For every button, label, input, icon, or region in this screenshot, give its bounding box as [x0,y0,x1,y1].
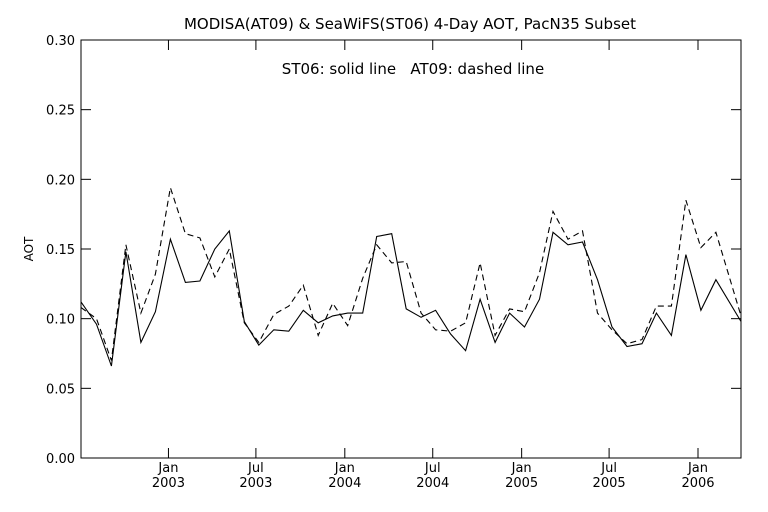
x-tick-year-label: 2005 [593,476,626,491]
series-line-st06 [80,229,742,367]
x-tick-year-label: 2004 [416,476,449,491]
y-tick-label: 0.25 [46,104,75,119]
x-tick-year-label: 2003 [152,476,185,491]
x-tick-month-label: Jan [511,461,532,476]
y-tick-label: 0.05 [46,382,75,397]
y-axis-label: AOT [22,236,36,261]
x-tick-year-label: 2004 [328,476,361,491]
series-line-at09 [80,187,742,361]
x-tick-year-label: 2006 [681,476,714,491]
x-tick-month-label: Jan [157,461,178,476]
line-style-annotation: ST06: solid line AT09: dashed line [282,60,544,78]
y-axis: 0.00 0.05 0.10 0.15 0.20 0.25 0.30 [46,34,741,467]
x-axis: Jan2003Jul2003Jan2004Jul2004Jan2005Jul20… [152,40,715,491]
x-tick-year-label: 2003 [239,476,272,491]
x-tick-month-label: Jul [600,461,617,476]
x-tick-month-label: Jul [424,461,441,476]
y-tick-label: 0.00 [46,452,75,467]
y-tick-label: 0.15 [46,243,75,258]
series-layer [80,187,742,367]
x-tick-month-label: Jan [334,461,355,476]
x-tick-month-label: Jul [247,461,264,476]
y-tick-label: 0.30 [46,34,75,49]
plot-frame [80,39,742,459]
x-tick-year-label: 2005 [505,476,538,491]
y-tick-label: 0.10 [46,313,75,328]
y-tick-label: 0.20 [46,173,75,188]
x-tick-month-label: Jan [687,461,708,476]
chart-title: MODISA(AT09) & SeaWiFS(ST06) 4-Day AOT, … [184,15,636,33]
